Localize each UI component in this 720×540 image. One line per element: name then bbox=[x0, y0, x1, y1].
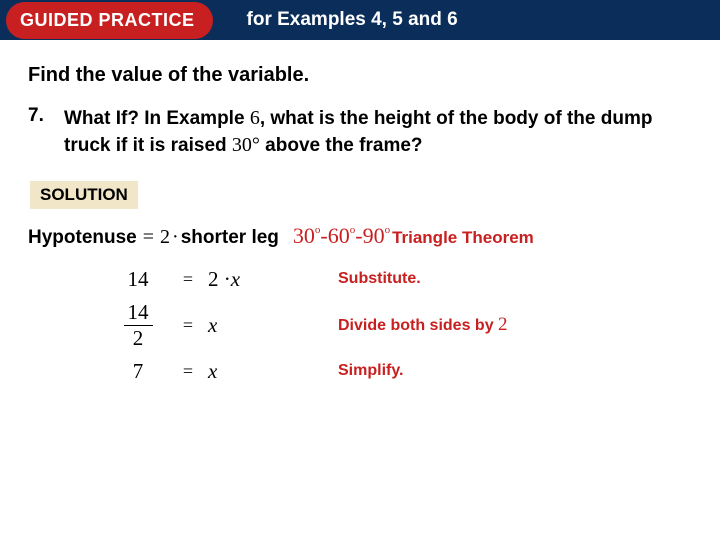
work-row-1: 14 = 2 ·x Substitute. bbox=[108, 263, 692, 295]
content: Find the value of the variable. 7. What … bbox=[0, 40, 720, 403]
guided-practice-badge: GUIDED PRACTICE bbox=[6, 2, 213, 39]
eq-equals: = bbox=[143, 226, 154, 249]
fraction: 14 2 bbox=[124, 302, 153, 349]
step2-reason: Divide both sides by 2 bbox=[338, 314, 508, 336]
work-row-2: 14 2 = x Divide both sides by 2 bbox=[108, 301, 692, 349]
theorem-dash-1: - bbox=[320, 223, 327, 249]
step2-left: 14 2 bbox=[108, 302, 168, 349]
step1-eq: = bbox=[168, 269, 208, 290]
theorem-angle-3: 90o bbox=[363, 223, 391, 249]
main-equation: Hypotenuse = 2 · shorter leg 30o - 60o -… bbox=[28, 223, 692, 249]
work-table: 14 = 2 ·x Substitute. 14 2 = x Divide bo… bbox=[108, 263, 692, 387]
problem-row: 7. What If? In Example 6, what is the he… bbox=[28, 105, 692, 159]
step3-eq: = bbox=[168, 361, 208, 382]
example-number: 6 bbox=[250, 107, 260, 129]
step1-left: 14 bbox=[108, 267, 168, 292]
eq-lhs: Hypotenuse bbox=[28, 227, 137, 249]
eq-rhs: shorter leg bbox=[181, 227, 279, 249]
problem-text-c: above the frame? bbox=[260, 135, 423, 156]
step1-reason: Substitute. bbox=[338, 270, 421, 288]
header-bar: GUIDED PRACTICE for Examples 4, 5 and 6 bbox=[0, 0, 720, 40]
problem-angle: 30° bbox=[232, 134, 260, 156]
step1-mid: 2 ·x bbox=[208, 267, 288, 292]
step3-reason: Simplify. bbox=[338, 362, 404, 380]
problem-number: 7. bbox=[28, 105, 64, 159]
instruction-text: Find the value of the variable. bbox=[28, 64, 692, 87]
step2-mid: x bbox=[208, 313, 288, 338]
eq-coef: 2 bbox=[160, 226, 170, 249]
theorem-angle-1: 30o bbox=[293, 223, 321, 249]
solution-label: SOLUTION bbox=[30, 181, 138, 209]
problem-text-a: What If? In Example bbox=[64, 108, 250, 129]
problem-text: What If? In Example 6, what is the heigh… bbox=[64, 105, 692, 159]
header-subtitle: for Examples 4, 5 and 6 bbox=[247, 9, 458, 31]
step2-eq: = bbox=[168, 315, 208, 336]
theorem-name: Triangle Theorem bbox=[392, 228, 534, 248]
theorem-angle-2: 60o bbox=[328, 223, 356, 249]
work-row-3: 7 = x Simplify. bbox=[108, 355, 692, 387]
eq-dot: · bbox=[172, 226, 179, 249]
step3-left: 7 bbox=[108, 359, 168, 384]
step3-mid: x bbox=[208, 359, 288, 384]
theorem-dash-2: - bbox=[355, 223, 362, 249]
